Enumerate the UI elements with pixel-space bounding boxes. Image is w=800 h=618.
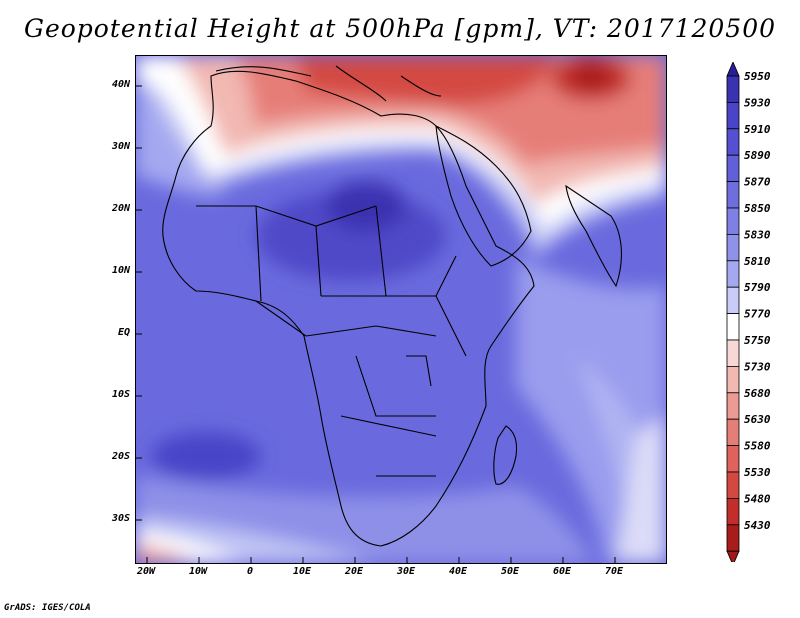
lon-tick-label: 40E (448, 566, 468, 577)
height-field-map (136, 56, 666, 563)
colorbar-swatch (726, 471, 740, 499)
lon-tick-label: 50E (500, 566, 520, 577)
colorbar-swatch (726, 497, 740, 526)
lon-tick-label: 60E (552, 566, 572, 577)
lat-tick-label: 20N (111, 203, 130, 214)
colorbar-swatch (726, 339, 740, 367)
colorbar-level-label: 5630 (744, 413, 771, 426)
colorbar-swatch (726, 233, 740, 262)
colorbar-swatch (726, 181, 740, 209)
colorbar-swatch (726, 313, 740, 341)
colorbar-swatch (726, 154, 740, 182)
lon-tick-label: 10W (188, 566, 208, 577)
colorbar-level-label: 5480 (744, 492, 771, 505)
colorbar-level-label: 5890 (744, 149, 771, 162)
colorbar-level-label: 5680 (744, 387, 771, 400)
credit-footer: GrADS: IGES/COLA (4, 603, 91, 613)
colorbar-level-label: 5910 (744, 123, 771, 136)
colorbar-swatch (726, 207, 740, 235)
colorbar-swatch (726, 392, 740, 420)
colorbar-top-arrow (726, 62, 740, 77)
frame-ticks (136, 85, 616, 563)
lat-tick-label: EQ (117, 327, 130, 338)
colorbar-swatch (726, 128, 740, 156)
lat-tick-label: 40N (111, 79, 130, 90)
colorbar-level-label: 5830 (744, 228, 771, 241)
colorbar-level-label: 5430 (744, 519, 771, 532)
colorbar: 5950 5930 5910 5890 5870 5850 5830 5810 5790 5770… (726, 62, 771, 562)
lat-tick-label: 30N (111, 141, 130, 152)
colorbar-swatch (726, 286, 740, 314)
colorbar-swatch (726, 445, 740, 473)
colorbar-level-label: 5770 (744, 308, 771, 321)
colorbar-bottom-arrow (726, 550, 740, 562)
lat-tick-label: 20S (111, 451, 130, 462)
colorbar-level-label: 5730 (744, 360, 771, 373)
colorbar-level-label: 5580 (744, 440, 771, 453)
lon-tick-label: 10E (292, 566, 312, 577)
lat-tick-label: 30S (111, 513, 130, 524)
lon-tick-label: 30E (396, 566, 416, 577)
lon-tick-label: 20W (136, 566, 156, 577)
colorbar-swatch (726, 524, 740, 552)
lat-tick-label: 10N (111, 265, 130, 276)
map-title: Geopotential Height at 500hPa [gpm], VT:… (23, 14, 777, 43)
colorbar-swatch (726, 365, 740, 394)
lon-tick-label: 70E (604, 566, 624, 577)
colorbar-level-label: 5930 (744, 96, 771, 109)
colorbar-level-label: 5950 (744, 70, 771, 83)
lon-tick-label: 0 (246, 566, 254, 577)
map-panel (135, 55, 667, 564)
colorbar-swatch (726, 75, 740, 103)
lon-tick-label: 20E (344, 566, 364, 577)
colorbar-swatch (726, 260, 740, 288)
colorbar-swatch (726, 102, 740, 130)
colorbar-level-label: 5750 (744, 334, 771, 347)
colorbar-level-label: 5810 (744, 255, 771, 268)
colorbar-level-label: 5870 (744, 176, 771, 189)
lat-tick-label: 10S (111, 389, 130, 400)
colorbar-level-label: 5790 (744, 281, 771, 294)
colorbar-swatch (726, 418, 740, 447)
colorbar-level-label: 5530 (744, 466, 771, 479)
colorbar-level-label: 5850 (744, 202, 771, 215)
coastlines (162, 65, 622, 547)
